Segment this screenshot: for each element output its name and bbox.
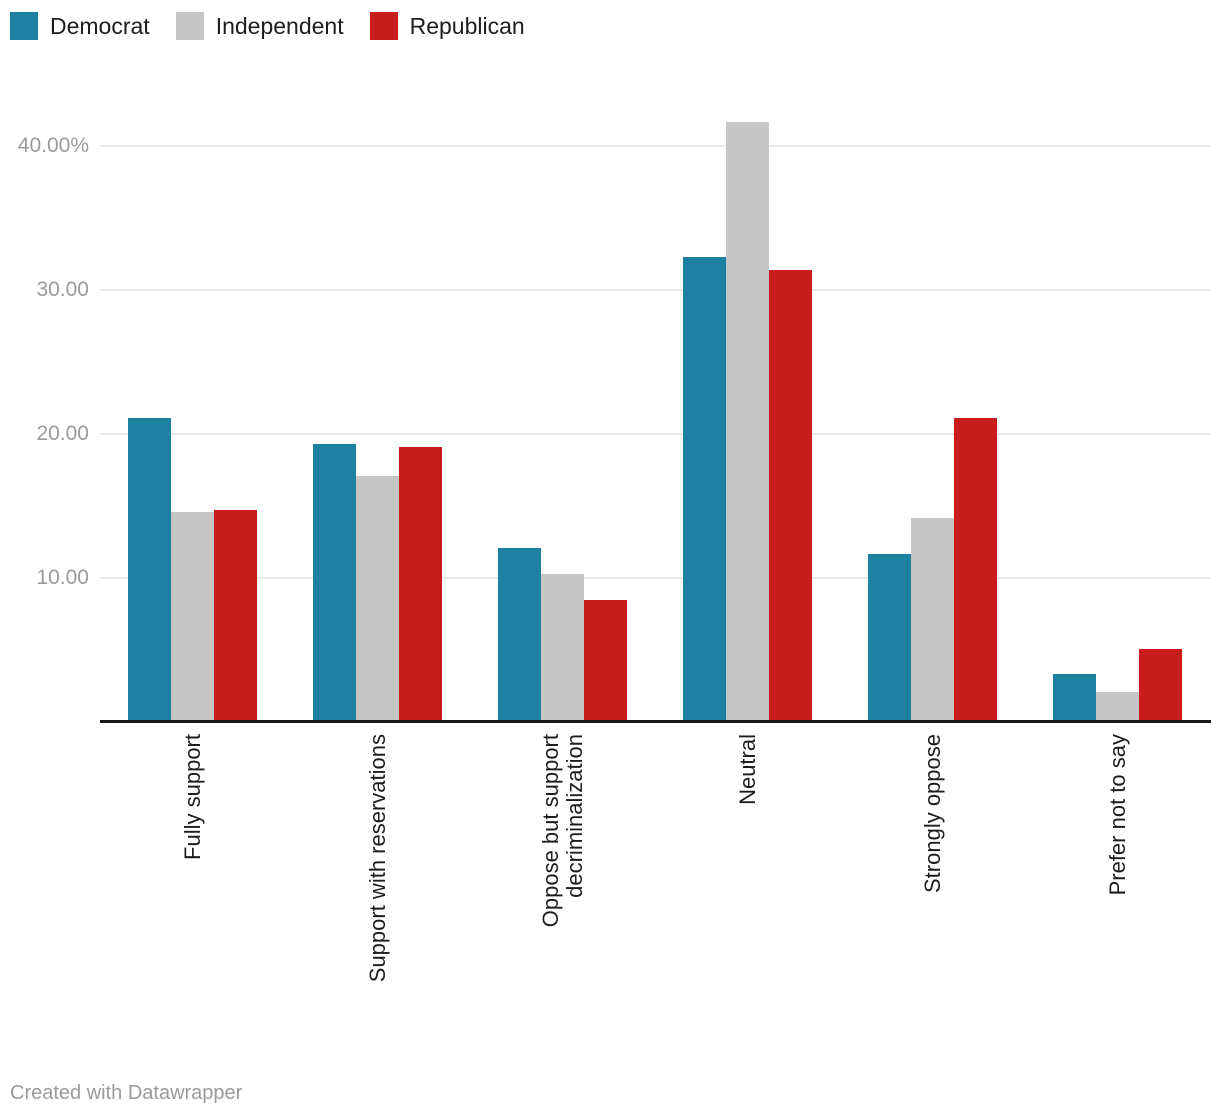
x-axis-label: Oppose but support decriminalization (537, 734, 587, 928)
attribution: Created with Datawrapper (10, 1082, 242, 1105)
bar-independent-1 (171, 512, 214, 722)
x-axis-label: Neutral (734, 734, 760, 805)
legend-item-republican: Republican (369, 12, 525, 40)
bar-independent-2 (356, 476, 399, 722)
x-axis-label: Strongly oppose (919, 734, 945, 893)
bar-republican-3 (584, 600, 627, 722)
attribution-text: Created with Datawrapper (10, 1082, 243, 1104)
bar-democrat-4 (683, 257, 726, 722)
legend-label: Democrat (50, 12, 150, 39)
x-axis-label: Prefer not to say (1104, 734, 1130, 896)
bar-democrat-2 (313, 444, 356, 722)
legend-item-democrat: Democrat (10, 12, 150, 40)
bar-republican-2 (399, 447, 442, 722)
legend-swatch-republican (369, 12, 398, 40)
legend-item-independent: Independent (175, 12, 344, 40)
gridline-20 (100, 433, 1211, 435)
legend-swatch-democrat (10, 12, 38, 40)
bar-republican-4 (769, 270, 812, 722)
bar-republican-6 (1139, 649, 1182, 722)
gridline-10 (100, 577, 1211, 579)
legend-label: Independent (215, 12, 344, 39)
bar-democrat-1 (128, 418, 171, 722)
chart-legend: Democrat Independent Republican (10, 12, 551, 40)
bar-independent-4 (726, 122, 769, 722)
y-tick-label: 20.00 (36, 422, 89, 445)
y-tick-label: 40.00% (17, 134, 89, 157)
bar-independent-3 (541, 574, 584, 722)
bar-republican-1 (214, 510, 257, 722)
bar-democrat-3 (498, 548, 541, 722)
legend-swatch-independent (175, 12, 204, 40)
bar-democrat-5 (868, 554, 911, 722)
bar-independent-6 (1096, 692, 1139, 722)
legend-label: Republican (409, 12, 525, 39)
bar-republican-5 (954, 418, 997, 722)
x-axis-line (100, 720, 1211, 723)
x-axis-label: Fully support (179, 734, 205, 860)
y-tick-label: 30.00 (36, 278, 89, 301)
gridline-40 (100, 145, 1211, 147)
gridline-30 (100, 289, 1211, 291)
bar-democrat-6 (1053, 674, 1096, 722)
x-axis-label: Support with reservations (364, 734, 390, 983)
bar-independent-5 (911, 518, 954, 722)
y-tick-label: 10.00 (36, 566, 89, 589)
